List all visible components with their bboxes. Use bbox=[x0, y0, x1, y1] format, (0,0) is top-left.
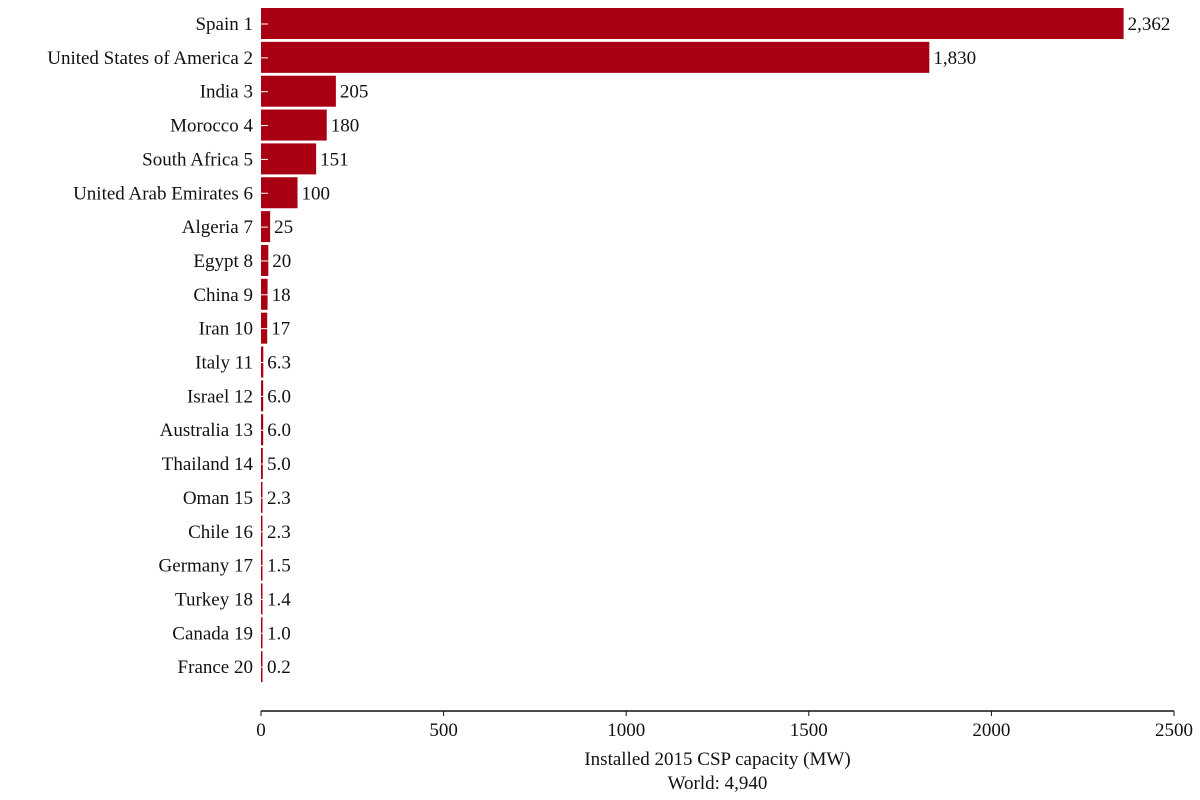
category-label: Oman 15 bbox=[183, 488, 253, 509]
category-label: Turkey 18 bbox=[175, 589, 253, 610]
value-label: 5.0 bbox=[267, 454, 291, 475]
category-label: Israel 12 bbox=[187, 386, 253, 407]
value-label: 151 bbox=[320, 149, 349, 170]
category-label: Egypt 8 bbox=[193, 251, 253, 272]
value-label: 180 bbox=[331, 116, 360, 137]
category-label: Italy 11 bbox=[195, 353, 253, 374]
x-tick-label: 1000 bbox=[607, 720, 645, 741]
value-label: 205 bbox=[340, 82, 369, 103]
bar bbox=[261, 109, 327, 141]
value-label: 100 bbox=[302, 183, 331, 204]
x-tick-label: 2500 bbox=[1155, 720, 1193, 741]
value-label: 1.4 bbox=[267, 589, 291, 610]
x-tick-label: 1500 bbox=[790, 720, 828, 741]
bar bbox=[261, 8, 1124, 39]
category-label: South Africa 5 bbox=[142, 149, 253, 170]
value-label: 1.0 bbox=[267, 623, 291, 644]
value-label: 20 bbox=[272, 251, 291, 272]
x-tick-label: 2000 bbox=[972, 720, 1010, 741]
category-label: Chile 16 bbox=[188, 522, 253, 543]
category-labels-layer: Spain 1 United States of America 2 India 3… bbox=[47, 14, 253, 678]
value-label: 0.2 bbox=[267, 657, 291, 678]
value-label: 6.0 bbox=[267, 420, 291, 441]
category-label: Algeria 7 bbox=[182, 217, 253, 238]
world-total-label: World: 4,940 bbox=[668, 773, 768, 794]
category-label: Morocco 4 bbox=[170, 116, 253, 137]
category-label: Thailand 14 bbox=[162, 454, 254, 475]
value-label: 18 bbox=[272, 285, 291, 306]
value-label: 17 bbox=[271, 319, 290, 340]
category-label: United States of America 2 bbox=[47, 48, 253, 69]
category-label: United Arab Emirates 6 bbox=[73, 183, 253, 204]
value-label: 6.3 bbox=[267, 353, 291, 374]
value-label: 2,362 bbox=[1128, 14, 1171, 35]
bar bbox=[261, 143, 317, 175]
value-label: 25 bbox=[274, 217, 293, 238]
x-tick-label: 500 bbox=[429, 720, 458, 741]
category-label: Spain 1 bbox=[195, 14, 253, 35]
x-axis-title: Installed 2015 CSP capacity (MW) bbox=[584, 749, 850, 770]
value-label: 6.0 bbox=[267, 386, 291, 407]
bar bbox=[261, 75, 336, 107]
value-labels-layer: 2,362 1,830 205 180 151 100 25 20 18 17 6.3 6.0 6.0 5… bbox=[267, 14, 1170, 678]
value-label: 2.3 bbox=[267, 522, 291, 543]
x-tick-label: 0 bbox=[256, 720, 266, 741]
category-label: Iran 10 bbox=[199, 319, 253, 340]
x-axis: 0 500 1000 1500 2000 2500 bbox=[256, 710, 1193, 741]
category-label: China 9 bbox=[193, 285, 253, 306]
bars-layer bbox=[261, 8, 1124, 683]
category-label: Germany 17 bbox=[159, 556, 253, 577]
value-label: 2.3 bbox=[267, 488, 291, 509]
category-label: India 3 bbox=[200, 82, 253, 103]
value-label: 1,830 bbox=[933, 48, 976, 69]
category-label: Canada 19 bbox=[172, 623, 253, 644]
bar bbox=[261, 41, 930, 73]
category-label: Australia 13 bbox=[160, 420, 253, 441]
value-label: 1.5 bbox=[267, 556, 291, 577]
category-label: France 20 bbox=[178, 657, 253, 678]
